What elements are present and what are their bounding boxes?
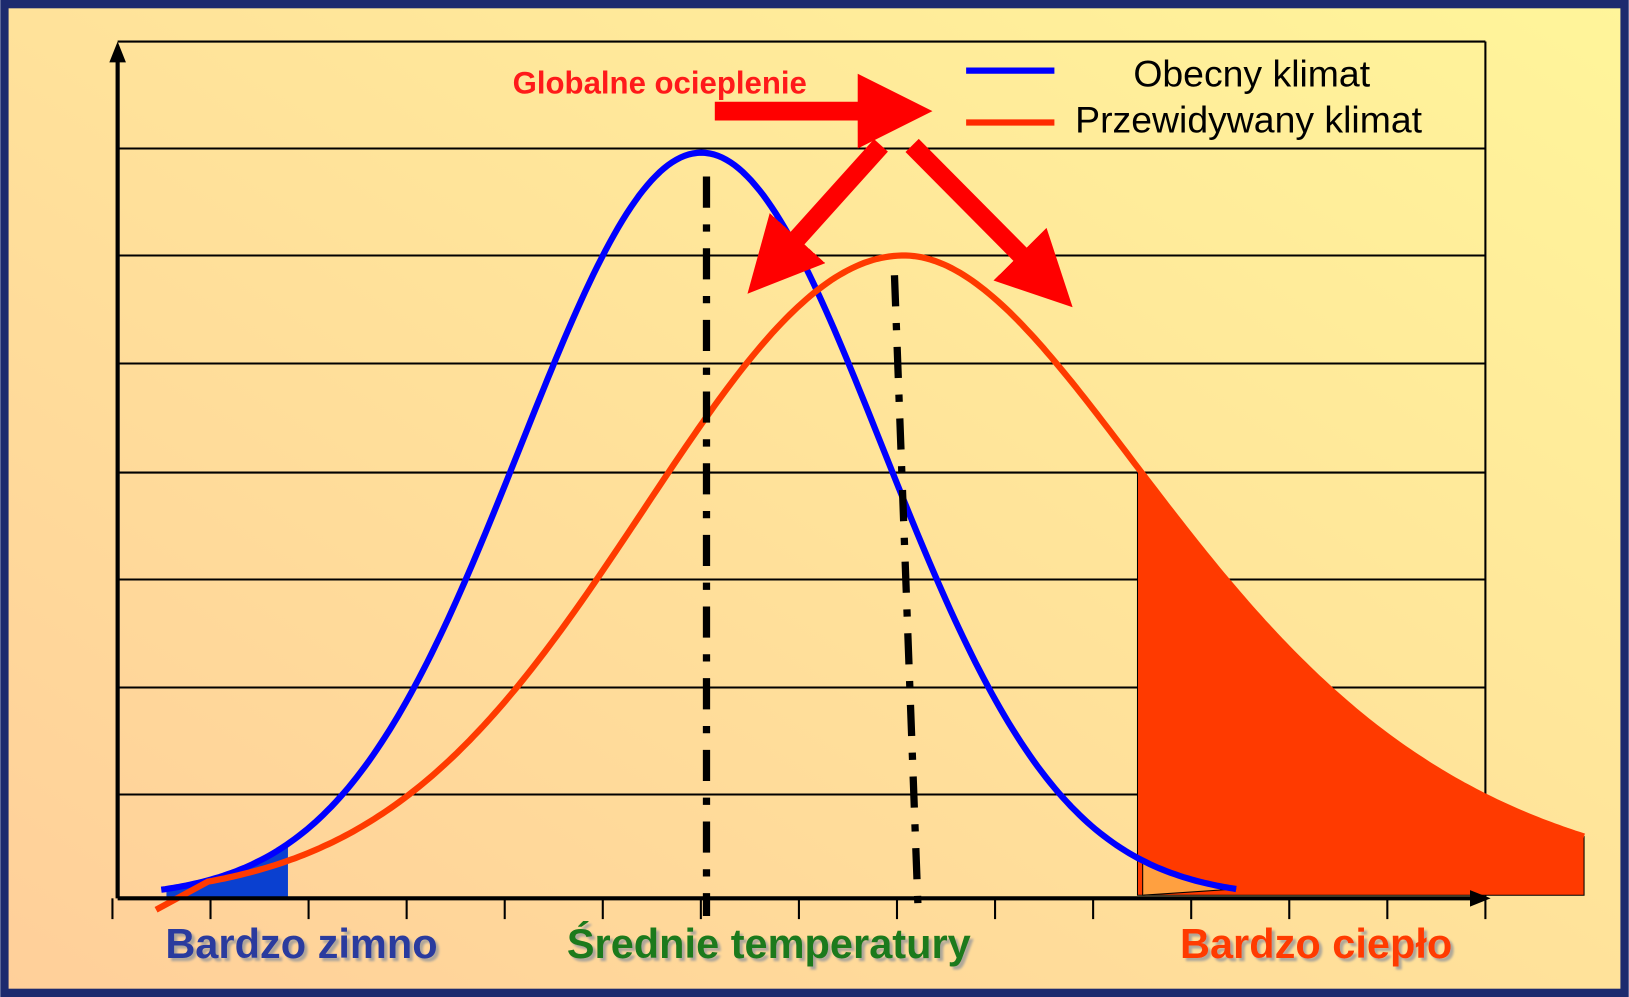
title: Globalne ocieplenie [513, 65, 807, 100]
shift-arrows [714, 73, 1073, 308]
mean-lines [702, 176, 922, 917]
legend-label: Obecny klimat [1133, 53, 1370, 95]
curves [154, 149, 1585, 913]
predicted-climate-curve [154, 252, 1585, 913]
hot-label: Bardzo ciepło [1180, 920, 1452, 967]
current-climate-curve [160, 149, 1237, 893]
cold-label: Bardzo zimno [165, 920, 437, 967]
mean-label: Średnie temperatury [567, 920, 971, 967]
legend-label: Przewidywany klimat [1075, 98, 1422, 140]
x-ticks [111, 898, 1487, 920]
